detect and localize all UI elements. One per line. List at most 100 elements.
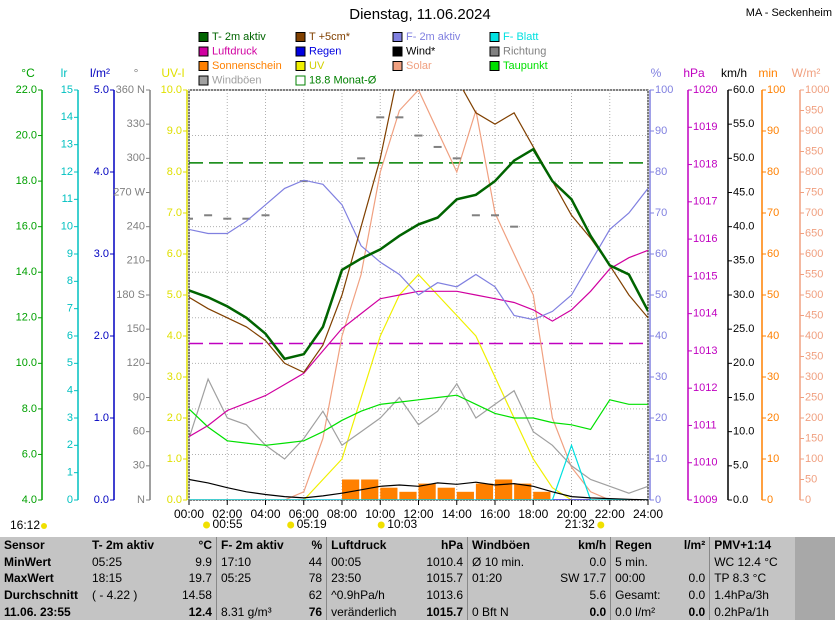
- x-tick-label: 24:00: [633, 507, 663, 521]
- table-cell: 1013.6: [414, 586, 469, 604]
- y-tick-label: 360 N: [116, 84, 145, 96]
- y-tick-label: 15.0: [733, 391, 754, 403]
- table-cell: Ø 10 min.: [472, 554, 525, 569]
- y-tick-label: 15: [61, 84, 73, 96]
- x-tick-label: 04:00: [250, 507, 280, 521]
- x-tick-label: 08:00: [327, 507, 357, 521]
- bar: [456, 491, 474, 500]
- time-marker-icon: [377, 521, 385, 529]
- legend-label: Wind*: [406, 45, 436, 57]
- legend-swatch: [392, 46, 403, 57]
- y-tick-label: 1018: [693, 158, 717, 170]
- y-tick-label: 5.0: [167, 289, 182, 301]
- legend-label: 18.8 Monat-Ø: [309, 74, 377, 86]
- series-line: [189, 443, 648, 500]
- x-tick-label: 18:00: [518, 507, 548, 521]
- table-cell: 1010.4: [414, 553, 469, 571]
- y-tick-label: 6.0: [22, 448, 37, 460]
- table-cell: Regen: [615, 538, 652, 553]
- direction-dot: [204, 214, 213, 217]
- y-tick-label: 120: [127, 357, 145, 369]
- y-tick-label: 0.0: [733, 494, 748, 506]
- y-tick-label: 1000: [805, 84, 829, 96]
- bar: [495, 479, 513, 500]
- table-row: Durchschnitt ( - 4.22 ) 14.58 62 ^0.9hPa/h 10…: [0, 586, 795, 604]
- y-tick-label: 250: [805, 391, 823, 403]
- y-tick-label: 2.0: [94, 330, 109, 342]
- y-tick-label: 30: [655, 371, 667, 383]
- table-cell: veränderlich: [331, 604, 397, 619]
- table-cell: km/h: [546, 537, 612, 554]
- direction-dot: [395, 116, 404, 119]
- y-tick-label: 14.0: [16, 266, 37, 278]
- series-line: [189, 394, 648, 446]
- direction-dot: [261, 214, 270, 217]
- y-tick-label: 100: [655, 84, 673, 96]
- y-tick-label: 1016: [693, 233, 717, 245]
- table-row: MaxWert 18:15 19.7 05:25 78 23:50 1015.7 01:20 S…: [0, 570, 795, 587]
- y-tick-label: 270 W: [113, 186, 145, 198]
- table-cell: Windböen: [472, 538, 530, 553]
- y-tick-label: 2.0: [167, 412, 182, 424]
- chart-title: Dienstag, 11.06.2024: [349, 6, 491, 23]
- table-cell: WC 12.4 °C: [714, 554, 778, 569]
- y-tick-label: 1013: [693, 345, 717, 357]
- y-tick-label: 45.0: [733, 186, 754, 198]
- y-tick-label: 60: [767, 248, 779, 260]
- table-cell: 23:50: [331, 571, 362, 586]
- y-tick-label: 7: [67, 303, 73, 315]
- bar: [399, 491, 417, 500]
- legend-swatch: [295, 32, 306, 42]
- table-cell: 00:05: [331, 554, 362, 569]
- table-header: Sensor T- 2m aktiv °C F- 2m aktiv% Luftdruck…: [0, 537, 795, 554]
- legend-swatch: [489, 32, 500, 42]
- bar: [475, 483, 494, 500]
- time-marker-icon: [287, 521, 295, 529]
- y-tick-label: 1010: [693, 457, 717, 469]
- y-tick-label: 10: [767, 453, 779, 465]
- y-tick-label: 240: [127, 221, 145, 233]
- axis-label: UV-I: [161, 66, 184, 80]
- direction-dot: [510, 225, 519, 228]
- direction-dot: [471, 214, 480, 217]
- table-cell: 1015.7: [414, 570, 469, 587]
- y-tick-label: 50.0: [733, 152, 754, 164]
- table-cell: Luftdruck: [331, 538, 387, 553]
- table-cell: Gesamt:: [615, 588, 661, 603]
- table-cell: F- 2m aktiv: [220, 538, 284, 553]
- direction-dot: [414, 134, 423, 137]
- y-tick-label: 18.0: [16, 175, 37, 187]
- y-tick-label: 5: [67, 357, 73, 369]
- table-cell: TP 8.3 °C: [714, 571, 767, 586]
- y-tick-label: 6.0: [167, 248, 182, 260]
- y-tick-label: 14: [61, 111, 73, 123]
- direction-dot: [433, 145, 442, 148]
- legend-swatch: [295, 46, 306, 57]
- table-cell: [88, 603, 171, 620]
- table-cell: 17:10: [220, 554, 252, 569]
- y-tick-label: 10: [61, 221, 73, 233]
- y-tick-label: 1.0: [167, 453, 182, 465]
- y-tick-label: 700: [805, 207, 823, 219]
- direction-dot: [189, 217, 193, 220]
- y-tick-label: 11: [62, 193, 73, 205]
- axis-label: °C: [21, 66, 35, 80]
- table-cell: Durchschnitt: [4, 588, 79, 603]
- series-line: [189, 147, 648, 361]
- y-tick-label: 40: [767, 330, 779, 342]
- y-tick-label: 300: [127, 152, 145, 164]
- y-tick-label: 1015: [693, 270, 717, 282]
- y-tick-label: 100: [805, 453, 823, 465]
- y-tick-label: 950: [805, 104, 823, 116]
- y-tick-label: 9: [67, 248, 73, 260]
- y-tick-label: 13: [61, 139, 73, 151]
- axis-label: l/m²: [90, 66, 110, 80]
- legend-swatch: [392, 32, 403, 42]
- table-cell: 0 Bft N: [472, 604, 509, 619]
- y-tick-label: 40: [655, 330, 667, 342]
- bar: [361, 479, 379, 500]
- table-cell: 44: [300, 553, 328, 571]
- table-cell: 05:25: [92, 554, 123, 569]
- y-tick-label: 210: [127, 255, 145, 267]
